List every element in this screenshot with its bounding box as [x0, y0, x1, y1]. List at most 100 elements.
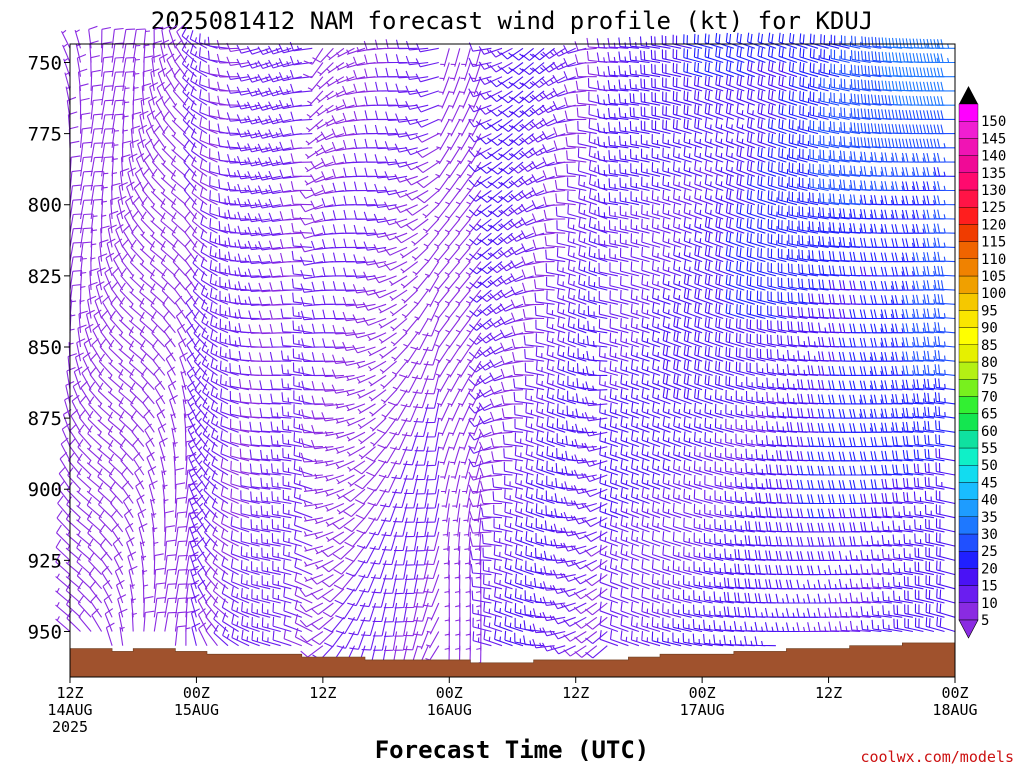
- wind-barb: [693, 474, 713, 490]
- wind-barb: [807, 307, 829, 320]
- wind-barb: [211, 484, 229, 504]
- wind-barb: [870, 209, 892, 220]
- wind-barb: [607, 52, 629, 64]
- wind-barb: [126, 181, 135, 205]
- wind-barb: [757, 46, 777, 64]
- wind-barb: [153, 611, 167, 632]
- wind-barb: [536, 416, 555, 433]
- wind-barb: [333, 574, 355, 590]
- wind-barb: [694, 104, 713, 120]
- wind-barb: [468, 484, 492, 494]
- wind-barb: [342, 99, 366, 109]
- wind-barb: [703, 518, 724, 533]
- wind-barb: [715, 103, 734, 120]
- wind-barb: [314, 517, 334, 525]
- wind-barb: [860, 592, 882, 604]
- wind-barb: [533, 265, 555, 277]
- wind-barb: [829, 121, 850, 135]
- wind-barb: [186, 352, 197, 376]
- wind-barb: [321, 397, 344, 407]
- wind-barb: [404, 161, 429, 171]
- wind-barb: [363, 286, 387, 296]
- wind-barb: [135, 153, 145, 177]
- wind-barb: [535, 360, 555, 376]
- wind-barb: [88, 566, 103, 590]
- wind-barb: [500, 232, 524, 245]
- wind-barb: [107, 402, 124, 419]
- wind-barb: [425, 417, 440, 438]
- wind-barb: [557, 345, 576, 362]
- wind-barb: [377, 431, 398, 449]
- wind-barb: [440, 460, 450, 480]
- wind-barb: [525, 389, 545, 405]
- wind-barb: [482, 547, 503, 561]
- wind-barb: [109, 481, 124, 504]
- wind-barb: [704, 460, 724, 476]
- wind-barb: [415, 88, 439, 98]
- wind-barb: [190, 565, 199, 589]
- wind-barb: [925, 589, 945, 604]
- wind-barb: [787, 248, 808, 263]
- wind-barb: [90, 113, 103, 134]
- wind-barb: [902, 379, 924, 391]
- wind-barb: [757, 232, 777, 248]
- wind-barb: [924, 462, 945, 476]
- wind-barb: [515, 487, 534, 505]
- wind-barb: [76, 453, 92, 476]
- wind-barb: [199, 103, 218, 120]
- wind-barb: [271, 477, 292, 490]
- wind-barb: [724, 548, 745, 561]
- wind-barb: [320, 144, 345, 154]
- wind-barb: [683, 402, 703, 419]
- wind-barb: [746, 362, 766, 376]
- wind-barb: [609, 318, 629, 334]
- wind-barb: [809, 62, 829, 78]
- wind-barb: [161, 282, 176, 305]
- wind-barb: [652, 416, 671, 433]
- wind-barb: [310, 588, 334, 600]
- wind-barb: [609, 558, 629, 576]
- wind-barb: [403, 332, 419, 349]
- wind-barb: [901, 280, 924, 291]
- wind-barb: [55, 587, 71, 604]
- wind-barb: [609, 234, 629, 248]
- legend-label: 75: [981, 372, 998, 388]
- wind-barb: [607, 108, 629, 120]
- wind-barb: [455, 261, 471, 277]
- wind-barb: [914, 519, 934, 533]
- wind-barb: [510, 161, 534, 174]
- wind-barb: [448, 90, 461, 109]
- wind-barb: [746, 32, 766, 49]
- wind-barb: [94, 295, 104, 319]
- wind-barb: [673, 459, 692, 476]
- wind-barb: [777, 334, 798, 348]
- wind-barb: [599, 445, 619, 462]
- wind-barb: [489, 398, 513, 408]
- wind-barb: [715, 146, 734, 163]
- wind-barb: [500, 76, 524, 89]
- wind-barb: [902, 463, 924, 476]
- wind-barb: [282, 489, 302, 505]
- legend-swatch: [958, 310, 979, 328]
- wind-barb: [514, 419, 534, 433]
- wind-barb: [272, 616, 292, 633]
- wind-barb: [556, 247, 576, 263]
- wind-barb: [797, 335, 819, 348]
- wind-barb: [552, 114, 576, 124]
- wind-barb: [130, 396, 145, 419]
- wind-barb: [546, 304, 566, 320]
- wind-barb: [672, 133, 692, 149]
- wind-barb: [379, 346, 397, 359]
- wind-barb: [512, 365, 534, 376]
- wind-barb: [588, 217, 608, 234]
- wind-barb: [456, 161, 471, 179]
- wind-barb: [755, 449, 776, 462]
- wind-barb: [281, 406, 302, 419]
- wind-barb: [585, 381, 608, 391]
- wind-barb: [923, 209, 945, 220]
- wind-barb: [221, 612, 239, 632]
- wind-barb: [402, 318, 419, 334]
- wind-barb: [672, 488, 692, 505]
- wind-barb: [321, 171, 345, 181]
- wind-barb: [891, 337, 913, 348]
